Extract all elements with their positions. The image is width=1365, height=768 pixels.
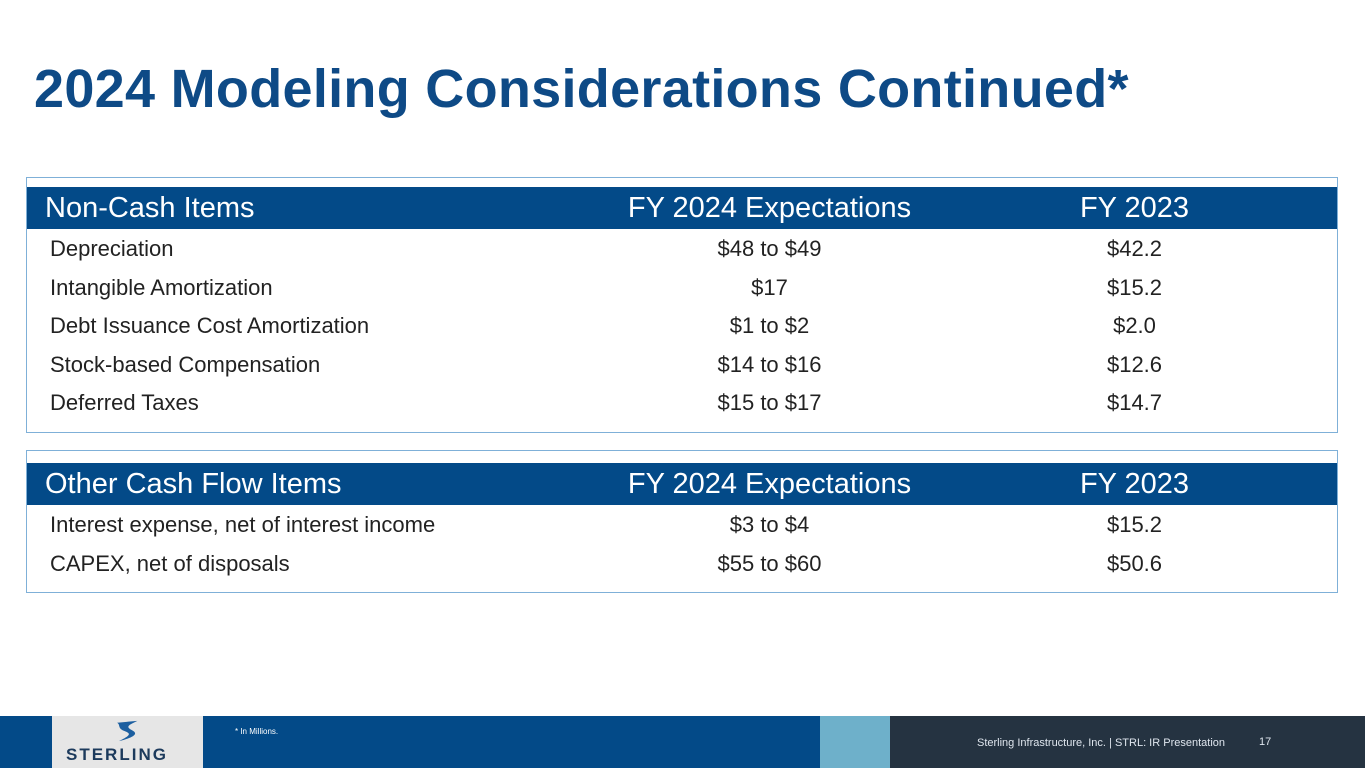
page-number: 17 — [1259, 736, 1272, 748]
cell: Debt Issuance Cost Amortization — [50, 313, 370, 338]
table-row: Deferred Taxes $15 to $17 $14.7 — [27, 384, 1337, 423]
other-cash-flow-items-table: Other Cash Flow Items FY 2024 Expectatio… — [26, 450, 1338, 593]
cell: $15.2 — [1106, 512, 1163, 537]
non-cash-items-table: Non-Cash Items FY 2024 Expectations FY 2… — [26, 177, 1338, 433]
cell: Depreciation — [50, 236, 174, 261]
cell: $2.0 — [1113, 313, 1156, 338]
cell: Stock-based Compensation — [50, 351, 321, 377]
cell: $3 to $4 — [729, 512, 810, 537]
header-cell: FY 2024 Expectations — [627, 192, 912, 224]
cell: Interest expense, net of interest income — [50, 512, 436, 537]
cell: $50.6 — [1106, 550, 1163, 576]
cell: $42.2 — [1106, 236, 1163, 261]
table-header: Non-Cash Items FY 2024 Expectations FY 2… — [27, 187, 1337, 229]
cell: Deferred Taxes — [50, 390, 199, 415]
footnote: * In Millions. — [235, 727, 279, 736]
cell: $12.6 — [1106, 351, 1163, 377]
cell: $1 to $2 — [729, 313, 810, 338]
table-row: CAPEX, net of disposals $55 to $60 $50.6 — [27, 545, 1337, 584]
s-swoosh-icon — [117, 720, 138, 742]
cell: $15.2 — [1106, 274, 1163, 300]
table-row: Stock-based Compensation $14 to $16 $12.6 — [27, 346, 1337, 385]
cell: $14 to $16 — [717, 351, 822, 377]
header-cell: FY 2024 Expectations — [627, 468, 912, 500]
cell: CAPEX, net of disposals — [50, 550, 290, 576]
sterling-logo: STERLING — [52, 716, 203, 768]
cell: $15 to $17 — [717, 390, 822, 415]
cell: $55 to $60 — [717, 550, 822, 576]
table-header: Other Cash Flow Items FY 2024 Expectatio… — [27, 463, 1337, 505]
cell: $14.7 — [1106, 390, 1163, 415]
table-row: Debt Issuance Cost Amortization $1 to $2 $… — [27, 307, 1337, 346]
table-row: Interest expense, net of interest income… — [27, 506, 1337, 545]
header-cell: Other Cash Flow Items — [45, 468, 342, 500]
cell: $48 to $49 — [717, 236, 822, 261]
cell: $17 — [751, 274, 788, 300]
logo-text: STERLING — [66, 745, 168, 764]
page-title: 2024 Modeling Considerations Continued* — [34, 59, 1129, 119]
table-row: Depreciation $48 to $49 $42.2 — [27, 230, 1337, 269]
header-cell: Non-Cash Items — [45, 192, 255, 224]
header-cell: FY 2023 — [1079, 192, 1190, 224]
header-cell: FY 2023 — [1079, 468, 1190, 500]
table-row: Intangible Amortization $17 $15.2 — [27, 269, 1337, 308]
cell: Intangible Amortization — [50, 274, 273, 300]
footer-text: Sterling Infrastructure, Inc. | STRL: IR… — [976, 737, 1225, 749]
